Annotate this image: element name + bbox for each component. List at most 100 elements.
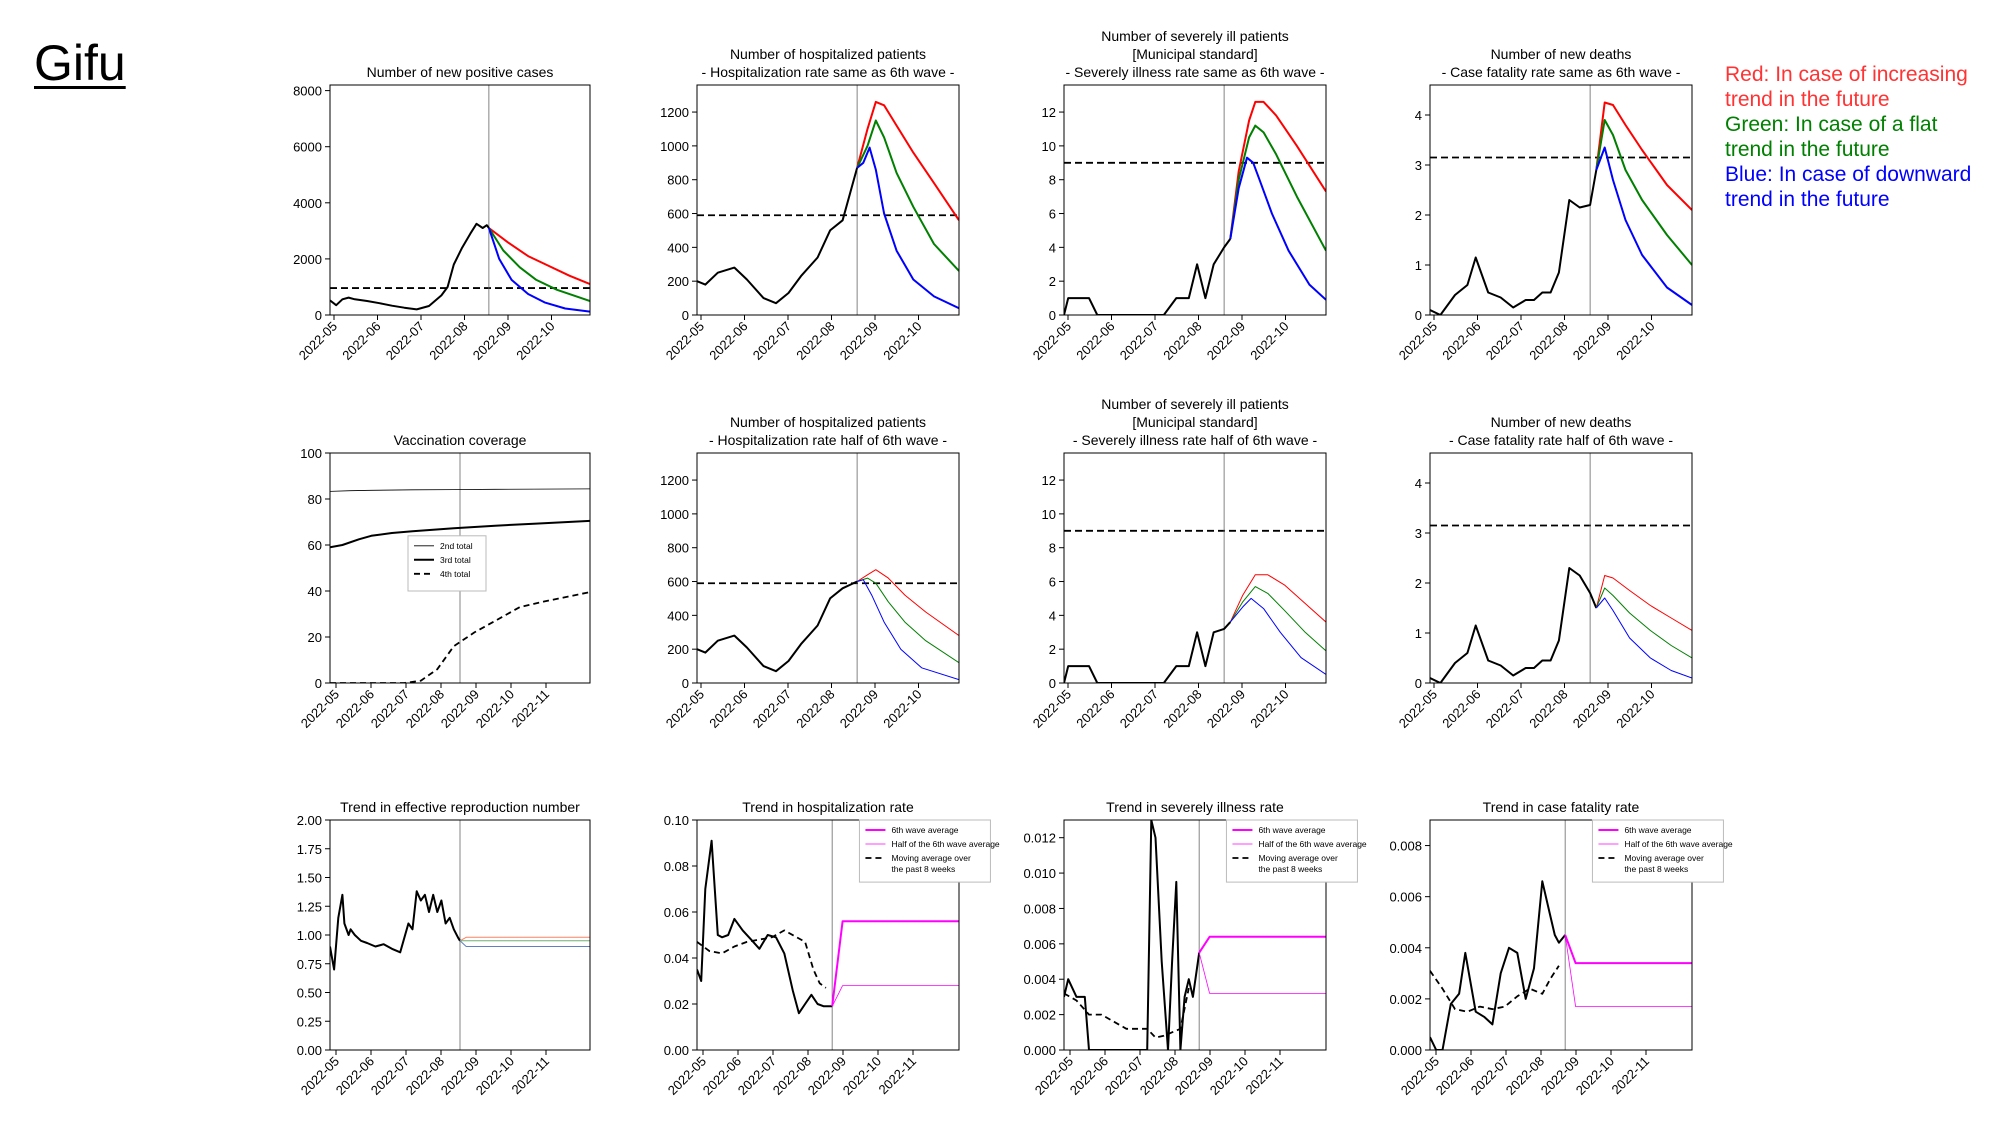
- y-tick-label: 0.75: [297, 957, 322, 972]
- x-tick-label: 2022-05: [1396, 687, 1440, 731]
- series-moving-average-over-the-past-8-weeks: [1430, 965, 1560, 1013]
- chart-severe_rate: Trend in severely illness rate 0.000 0.002…: [1023, 799, 1366, 1098]
- series-downward: [856, 146, 959, 310]
- y-tick-label: 1200: [660, 473, 689, 488]
- chart-title: Trend in case fatality rate: [1483, 799, 1640, 815]
- x-tick-label: 2022-06: [706, 687, 750, 731]
- x-tick-label: 2022-07: [750, 687, 794, 731]
- legend-label: 2nd total: [440, 541, 473, 551]
- y-tick-label: 0.006: [1023, 937, 1056, 952]
- x-tick-label: 2022-05: [663, 319, 707, 363]
- chart-deaths_same: Number of new deaths - Case fatality rate…: [1396, 46, 1693, 363]
- x-tick-label: 2022-07: [1483, 319, 1527, 363]
- plot-frame: [696, 819, 960, 1051]
- y-tick-label: 4000: [293, 196, 322, 211]
- series-observed: [1430, 169, 1598, 315]
- series-observed: [697, 167, 859, 305]
- chart-vacc: Vaccination coverage0204060801002022-052…: [298, 432, 591, 731]
- chart-severe_same: Number of severely ill patients [Municipa…: [1030, 28, 1327, 363]
- series-downward: [1229, 156, 1326, 301]
- x-tick-label: 2022-09: [1204, 319, 1248, 363]
- chart-legend: 6th wave average Half of the 6th wave ave…: [858, 819, 1000, 883]
- series-moving-average-over-the-past-8-weeks: [697, 929, 827, 989]
- y-tick-label: 0.002: [1389, 992, 1422, 1007]
- x-tick-label: 2022-10: [513, 319, 557, 363]
- y-tick-label: 0.50: [297, 986, 322, 1001]
- plot-area: [1430, 820, 1692, 1050]
- series-flat: [1229, 124, 1326, 252]
- x-tick-label: 2022-09: [837, 319, 881, 363]
- series-increasing: [1229, 574, 1326, 623]
- x-tick-label: 2022-10: [840, 1054, 884, 1098]
- x-tick-label: 2022-07: [1117, 319, 1161, 363]
- series-half-of-the-6th-wave-average: [831, 985, 959, 1007]
- series-downward: [1229, 597, 1326, 675]
- y-tick-label: 0.25: [297, 1014, 322, 1029]
- x-tick-label: 2022-10: [1207, 1054, 1251, 1098]
- chart-title: - Hospitalization rate half of 6th wave …: [709, 432, 947, 448]
- legend-box: [407, 535, 487, 592]
- x-tick-label: 2022-05: [296, 319, 340, 363]
- y-tick-label: 0.006: [1389, 890, 1422, 905]
- plot-frame: [696, 452, 960, 684]
- y-tick-label: 1.75: [297, 842, 322, 857]
- plot-area: [1064, 820, 1326, 1050]
- series-flat: [1595, 119, 1692, 266]
- y-tick-label: 0.002: [1023, 1008, 1056, 1023]
- y-tick-label: 0.000: [1023, 1043, 1056, 1058]
- x-tick-label: 2022-08: [793, 687, 837, 731]
- chart-title: [Municipal standard]: [1132, 414, 1257, 430]
- y-tick-label: 8: [1049, 541, 1056, 556]
- chart-cfr: Trend in case fatality rate 0.000 0.002 0.0…: [1389, 799, 1732, 1098]
- series-weekly: [1430, 880, 1566, 1050]
- chart-hosp_same: Number of hospitalized patients - Hospita…: [660, 46, 960, 363]
- legend-label: the past 8 weeks: [1258, 864, 1322, 874]
- series-6th-wave-average: [831, 920, 959, 1007]
- x-tick-label: 2022-05: [1030, 319, 1074, 363]
- chart-rt: Trend in effective reproduction number 0.…: [297, 799, 591, 1098]
- y-tick-label: 2: [1415, 576, 1422, 591]
- plot-area: [697, 453, 959, 683]
- x-tick-label: 2022-06: [1439, 319, 1483, 363]
- x-tick-label: 2022-09: [1570, 319, 1614, 363]
- series-downward: [1595, 146, 1692, 306]
- y-tick-label: 0.008: [1389, 839, 1422, 854]
- series-observed: [1064, 238, 1232, 315]
- chart-legend: 2nd total 3rd total 4th total: [407, 535, 487, 592]
- y-tick-label: 2000: [293, 252, 322, 267]
- y-tick-label: 1000: [660, 139, 689, 154]
- plot-frame: [1429, 819, 1693, 1051]
- y-tick-label: 1: [1415, 258, 1422, 273]
- chart-cases: Number of new positive cases 0 2000 4000 600…: [293, 64, 591, 363]
- y-tick-label: 0.04: [664, 951, 689, 966]
- series-6th-wave-average: [1198, 935, 1326, 954]
- x-tick-label: 2022-06: [339, 319, 383, 363]
- y-tick-label: 60: [308, 538, 322, 553]
- series-downward: [487, 227, 590, 313]
- series-increasing: [1595, 101, 1692, 211]
- y-tick-label: 12: [1042, 473, 1056, 488]
- y-tick-label: 0.008: [1023, 901, 1056, 916]
- legend-label: 4th total: [440, 569, 470, 579]
- y-tick-label: 1200: [660, 105, 689, 120]
- y-tick-label: 0.06: [664, 905, 689, 920]
- x-tick-label: 2022-10: [473, 1054, 517, 1098]
- plot-frame: [1063, 84, 1327, 316]
- chart-title: Number of new deaths: [1491, 46, 1632, 62]
- series-observed: [330, 890, 461, 971]
- x-tick-label: 2022-08: [1160, 319, 1204, 363]
- x-tick-label: 2022-10: [1613, 319, 1657, 363]
- chart-hosp_half: Number of hospitalized patients - Hospita…: [660, 414, 960, 731]
- x-tick-label: 2022-08: [793, 319, 837, 363]
- chart-severe_half: Number of severely ill patients [Municipa…: [1030, 396, 1327, 731]
- y-tick-label: 2: [1415, 208, 1422, 223]
- series-weekly: [697, 839, 833, 1015]
- series-flat: [1595, 587, 1692, 659]
- chart-title: Vaccination coverage: [394, 432, 527, 448]
- y-tick-label: 0: [1415, 308, 1422, 323]
- y-tick-label: 0: [1049, 676, 1056, 691]
- series-4th-total: [330, 591, 590, 683]
- y-tick-label: 12: [1042, 105, 1056, 120]
- x-tick-label: 2022-10: [1247, 687, 1291, 731]
- legend-label: Half of the 6th wave average: [1624, 839, 1732, 849]
